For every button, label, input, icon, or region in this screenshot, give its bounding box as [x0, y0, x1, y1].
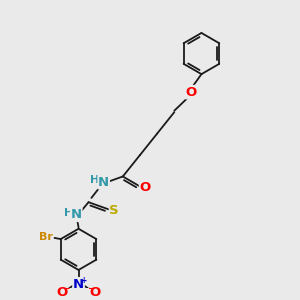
Text: N: N	[73, 278, 84, 291]
Text: N: N	[71, 208, 82, 221]
Text: O: O	[89, 286, 101, 299]
Text: H: H	[64, 208, 73, 218]
Text: Br: Br	[39, 232, 53, 242]
Text: −: −	[62, 284, 70, 293]
Text: O: O	[186, 85, 197, 99]
Text: O: O	[56, 286, 68, 299]
Text: N: N	[98, 176, 109, 189]
Text: O: O	[140, 182, 151, 194]
Text: −: −	[87, 284, 95, 293]
Text: H: H	[91, 175, 100, 185]
Text: S: S	[110, 204, 119, 217]
Text: +: +	[81, 276, 87, 285]
